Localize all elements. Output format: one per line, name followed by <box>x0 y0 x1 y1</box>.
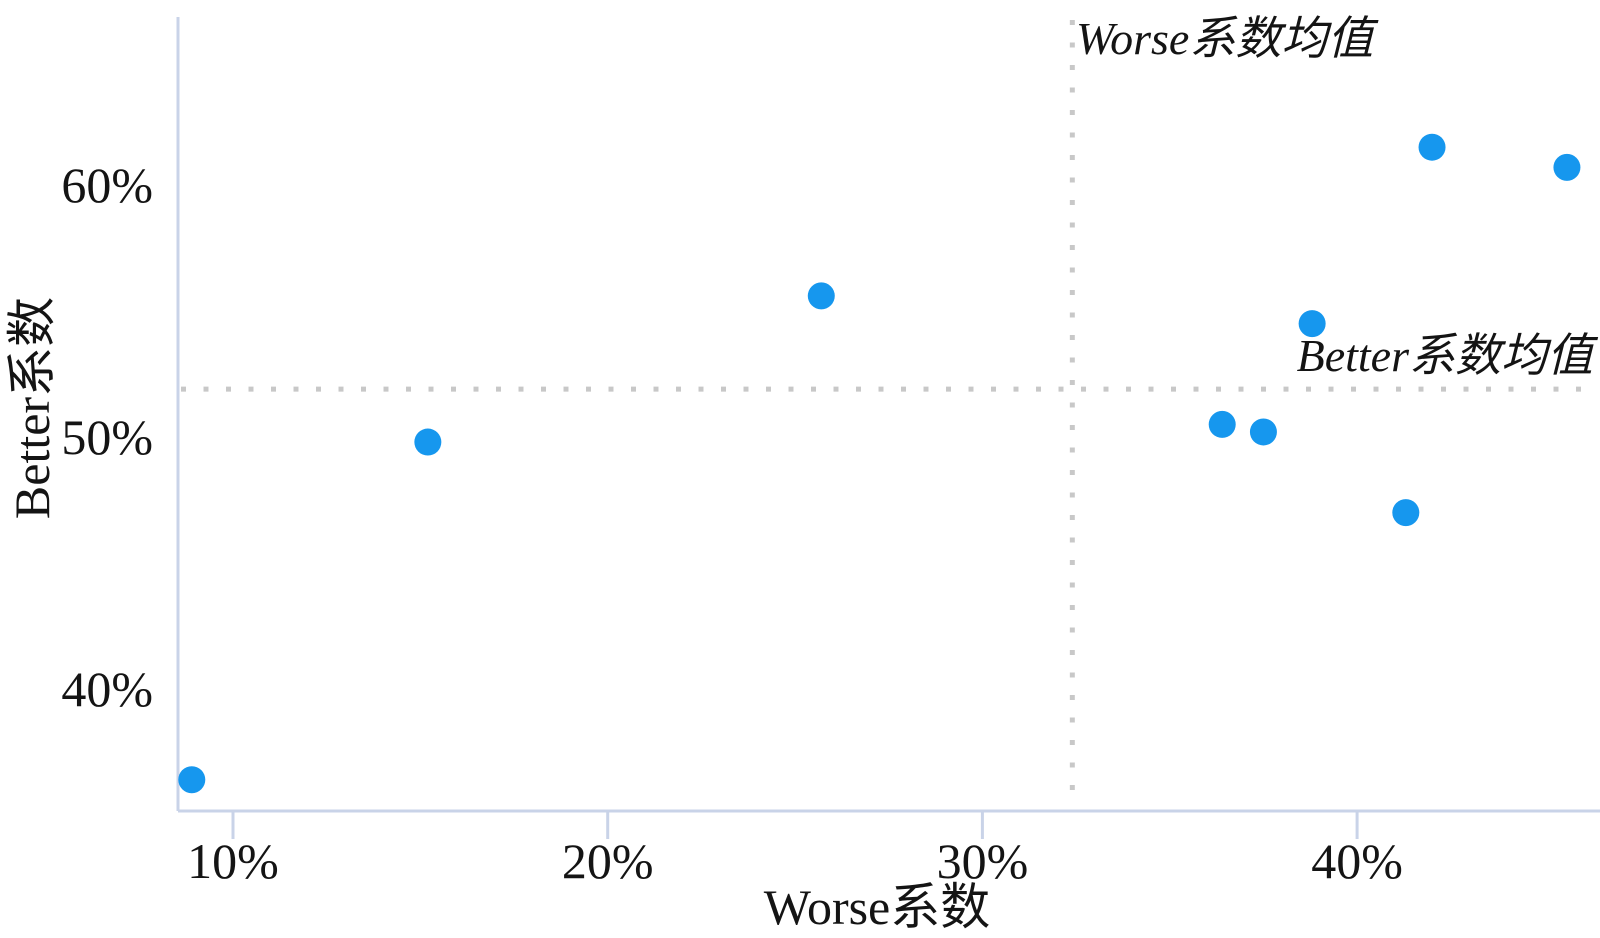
data-point <box>178 766 206 794</box>
y-tick-label: 40% <box>61 661 153 717</box>
data-point <box>1418 133 1446 161</box>
worse-mean-line-label: Worse系数均值 <box>1076 13 1374 64</box>
x-tick-label: 10% <box>187 833 279 889</box>
x-tick-label: 30% <box>937 833 1029 889</box>
better-mean-line-label: Better系数均值 <box>1296 330 1593 381</box>
x-tick-label: 40% <box>1311 833 1403 889</box>
data-point <box>1208 410 1236 438</box>
x-tick-label: 20% <box>562 833 654 889</box>
data-point <box>1553 153 1581 181</box>
y-tick-label: 60% <box>61 157 153 213</box>
data-point <box>414 428 442 456</box>
data-point <box>1392 499 1420 527</box>
data-point <box>1249 418 1277 446</box>
data-point <box>1298 310 1326 338</box>
y-axis-title: Better系数 <box>4 296 60 520</box>
x-axis-title: Worse系数 <box>763 879 991 935</box>
data-point <box>807 282 835 310</box>
y-tick-label: 50% <box>61 409 153 465</box>
